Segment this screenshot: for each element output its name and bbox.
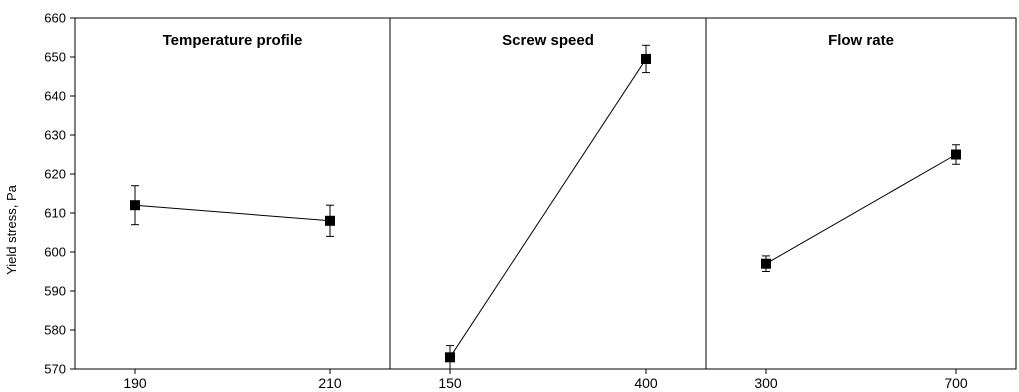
y-tick-label: 590 <box>44 284 66 299</box>
y-tick-label: 620 <box>44 167 66 182</box>
panel-2: Screw speed 150 400 <box>389 17 707 391</box>
panel-frame <box>705 17 1017 370</box>
panel-3: Flow rate 300 700 <box>705 17 1017 391</box>
panel-frame <box>74 17 391 370</box>
data-point <box>641 53 651 64</box>
y-tick-label: 630 <box>44 128 66 143</box>
data-point <box>761 258 771 269</box>
data-point <box>130 200 140 211</box>
panel-title: Screw speed <box>502 32 594 49</box>
y-tick-label: 580 <box>44 323 66 338</box>
y-tick-label: 570 <box>44 362 66 377</box>
series-line <box>765 154 957 265</box>
panel-title: Temperature profile <box>163 32 303 49</box>
panel-frame <box>389 17 707 370</box>
x-tick-label: 700 <box>944 375 968 391</box>
data-point <box>445 352 455 363</box>
series-line <box>449 58 647 358</box>
x-tick-label: 400 <box>634 375 658 391</box>
y-axis-label: Yield stress, Pa <box>4 184 19 275</box>
y-tick-label: 660 <box>44 11 66 26</box>
panels: Temperature profile 190 210 Screw speed 150 4… <box>74 17 1017 391</box>
x-tick-label: 150 <box>438 375 462 391</box>
panel-1: Temperature profile 190 210 <box>74 17 391 391</box>
x-tick-label: 300 <box>754 375 778 391</box>
y-tick-label: 610 <box>44 206 66 221</box>
y-tick-label: 640 <box>44 89 66 104</box>
x-tick-label: 190 <box>123 375 147 391</box>
x-tick-label: 210 <box>318 375 342 391</box>
y-tick-label: 600 <box>44 245 66 260</box>
panel-title: Flow rate <box>828 32 894 49</box>
y-tick-label: 650 <box>44 50 66 65</box>
series-line <box>134 204 331 222</box>
y-axis: 570 580 590 600 610 620 630 640 650 660 <box>44 11 75 377</box>
data-point <box>325 215 335 226</box>
data-point <box>951 149 961 160</box>
